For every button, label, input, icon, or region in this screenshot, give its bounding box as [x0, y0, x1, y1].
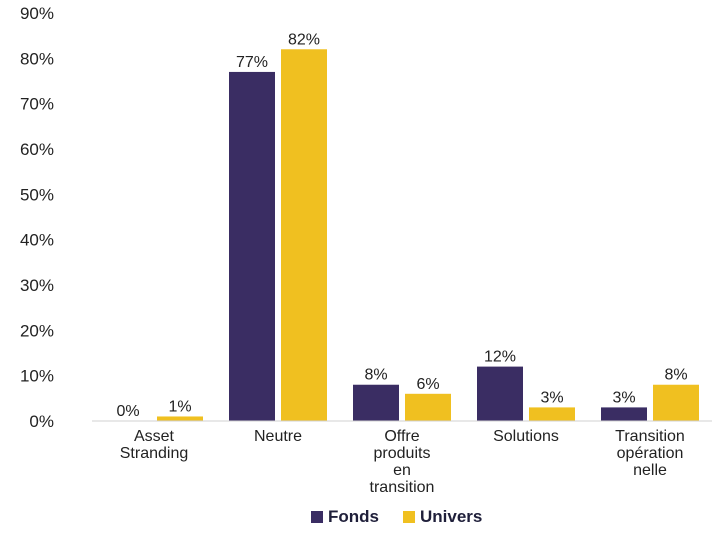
- data-label: 3%: [540, 389, 563, 406]
- x-tick-label: nelle: [633, 462, 667, 479]
- data-label: 6%: [416, 376, 439, 393]
- y-tick-label: 90%: [20, 4, 54, 23]
- bar: [281, 49, 327, 422]
- y-tick-label: 40%: [20, 231, 54, 250]
- y-axis: 0% 10% 20% 30% 40% 50% 60% 70% 80% 90%: [20, 4, 54, 431]
- data-label: 77%: [236, 54, 268, 71]
- data-label: 12%: [484, 349, 516, 366]
- bar: [405, 393, 451, 421]
- x-tick-label: opération: [617, 445, 684, 462]
- bar: [157, 416, 203, 421]
- x-tick-label: Asset: [134, 428, 175, 445]
- bar: [529, 407, 575, 421]
- data-label: 0%: [116, 403, 139, 420]
- x-tick-label: Solutions: [493, 428, 559, 445]
- bar: [353, 384, 399, 421]
- y-tick-label: 80%: [20, 49, 54, 68]
- data-label: 8%: [664, 367, 687, 384]
- bar: [653, 384, 699, 421]
- legend-swatch: [311, 511, 323, 523]
- y-tick-label: 20%: [20, 321, 54, 340]
- legend-label: Fonds: [328, 507, 379, 526]
- data-label: 1%: [168, 398, 191, 415]
- y-tick-label: 70%: [20, 95, 54, 114]
- x-tick-label: produits: [374, 445, 431, 462]
- legend-label: Univers: [420, 507, 482, 526]
- data-labels: 0% 1% 77% 82% 8% 6% 12% 3% 3% 8%: [116, 31, 687, 420]
- x-tick-label: transition: [370, 479, 435, 496]
- data-label: 8%: [364, 367, 387, 384]
- legend-swatch: [403, 511, 415, 523]
- y-tick-label: 30%: [20, 276, 54, 295]
- x-tick-label: Transition: [615, 428, 685, 445]
- x-tick-label: Offre: [384, 428, 419, 445]
- x-tick-label: Neutre: [254, 428, 302, 445]
- bars: [157, 49, 699, 422]
- legend: Fonds Univers: [311, 507, 482, 526]
- bar: [229, 71, 275, 421]
- data-label: 82%: [288, 31, 320, 48]
- y-tick-label: 60%: [20, 140, 54, 159]
- y-tick-label: 10%: [20, 367, 54, 386]
- x-tick-label: en: [393, 462, 411, 479]
- bar: [477, 366, 523, 421]
- y-tick-label: 0%: [29, 412, 54, 431]
- y-tick-label: 50%: [20, 185, 54, 204]
- bar: [601, 407, 647, 421]
- x-tick-label: Stranding: [120, 445, 189, 462]
- data-label: 3%: [612, 389, 635, 406]
